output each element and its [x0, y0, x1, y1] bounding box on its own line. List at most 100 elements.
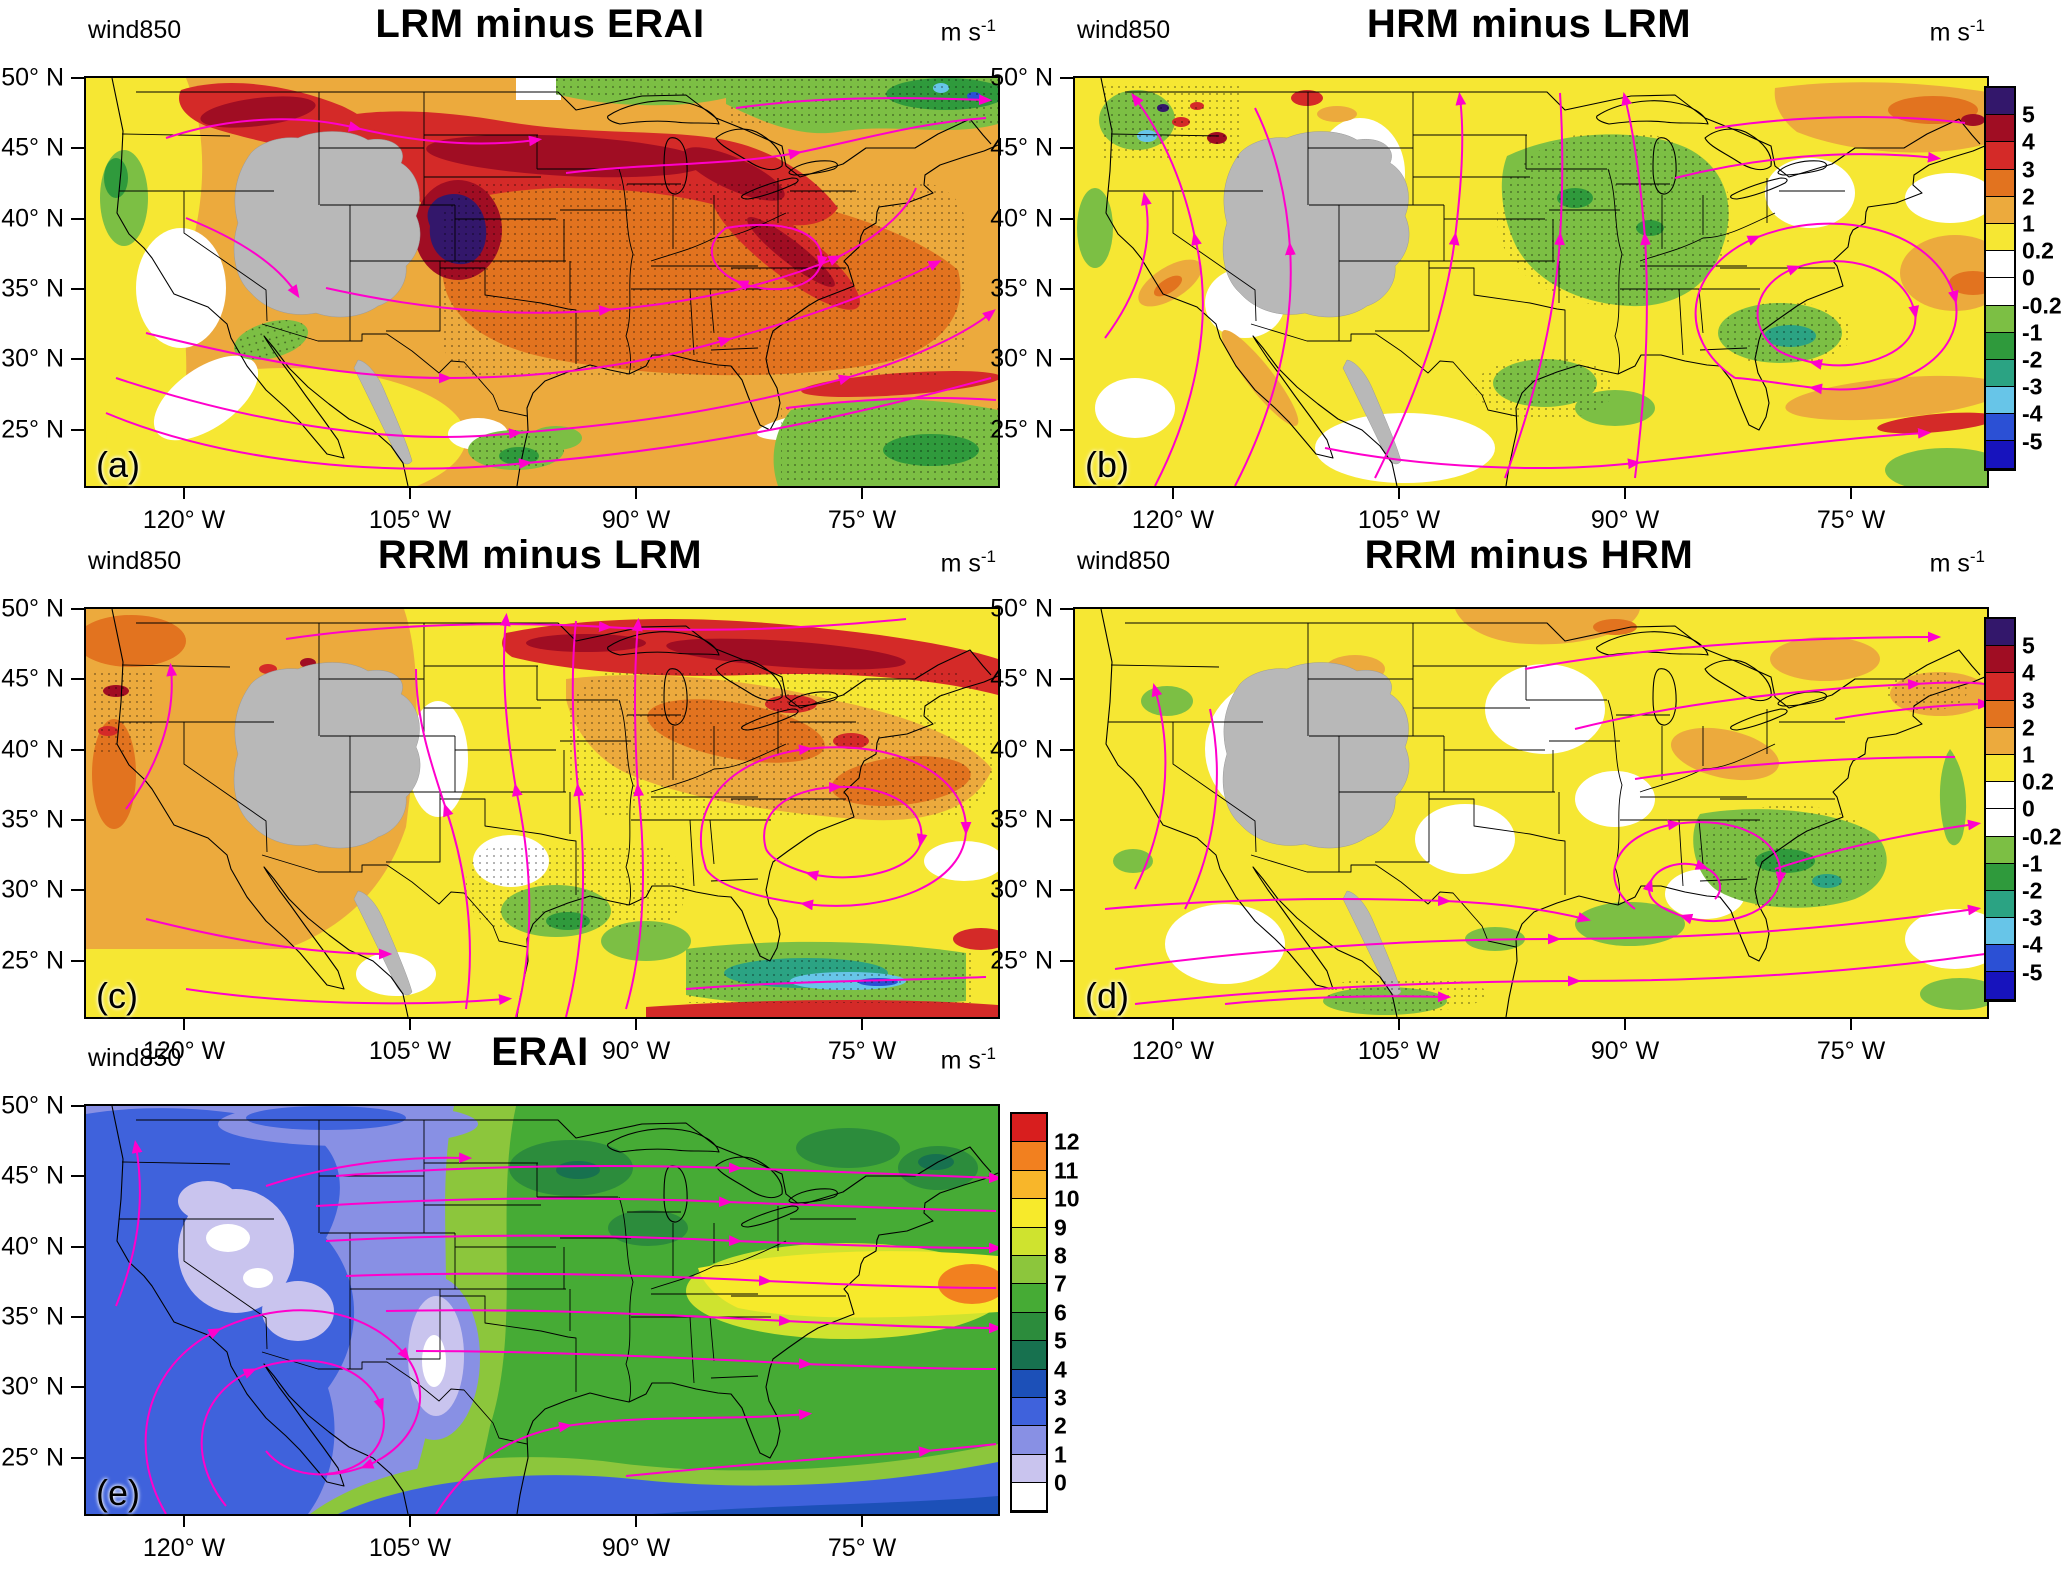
lon-tick: [1624, 1017, 1627, 1030]
panel-c-plot: (c) 50° N 45° N 40° N 35° N 30° N 25° N 120° W…: [1, 595, 1000, 1065]
panel-a-letter: (a): [96, 444, 140, 485]
colorbar-box: [1986, 115, 2014, 143]
lon-tick: [635, 1514, 638, 1527]
lon-tick: [1172, 1017, 1175, 1030]
lat-tick-label: 50° N: [1, 594, 64, 623]
colorbar-box: [1986, 673, 2014, 701]
colorbar-tick-label: -4: [2022, 400, 2043, 427]
colorbar-box: [1012, 1312, 1046, 1342]
panel-b-title: HRM minus LRM: [1366, 2, 1692, 46]
colorbar-box: [1986, 305, 2014, 333]
lon-tick: [635, 1017, 638, 1030]
panel-c: RRM minus LRM wind850 m s-1: [1, 531, 1004, 1075]
colorbar-tick-label: 0: [2022, 795, 2035, 822]
panel-a-units: m s-1: [940, 16, 996, 47]
lon-tick-label: 75° W: [1816, 1037, 1886, 1065]
colorbar-box: [1986, 142, 2014, 170]
colorbar-box: [1986, 782, 2014, 810]
lat-tick: [1060, 819, 1073, 822]
lon-tick-label: 75° W: [1816, 506, 1886, 534]
lat-tick: [71, 1245, 84, 1248]
colorbar-tick-label: 6: [1054, 1299, 1067, 1326]
lat-tick: [71, 1316, 84, 1319]
panel-e-plot: (e) 50° N 45° N 40° N 35° N 30° N 25° N 120° W…: [1, 1092, 1000, 1562]
colorbar-box: [1012, 1284, 1046, 1313]
lat-tick-label: 50° N: [1, 63, 64, 92]
lon-tick: [1850, 486, 1853, 499]
lon-tick: [183, 1017, 186, 1030]
lat-tick: [1060, 77, 1073, 79]
colorbar-tick-label: 9: [1054, 1214, 1067, 1241]
colorbar-tick-label: -1: [2022, 319, 2043, 346]
panel-d-units: m s-1: [1929, 547, 1985, 578]
panel-d-var-label: wind850: [1077, 547, 1171, 575]
colorbar-box: [1012, 1426, 1046, 1455]
lat-tick-label: 40° N: [1, 204, 64, 233]
colorbar-tick-label: 3: [1054, 1384, 1067, 1411]
lat-tick: [71, 77, 84, 79]
lon-tick: [409, 1514, 412, 1527]
lat-tick: [71, 608, 84, 610]
lat-tick-label: 45° N: [1, 1161, 64, 1190]
colorbar-tick-label: 5: [2022, 632, 2035, 659]
lon-tick-label: 105° W: [1357, 1037, 1441, 1065]
panel-e-letter: (e): [96, 1472, 140, 1513]
lat-tick-label: 45° N: [1, 133, 64, 162]
panel-d-letter: (d): [1085, 975, 1129, 1016]
lat-tick: [71, 217, 84, 220]
lat-tick-label: 35° N: [1, 805, 64, 834]
panel-a: LRM minus ERAI wind850 m s-1: [1, 0, 1004, 544]
lat-tick-label: 25° N: [1, 1443, 64, 1472]
panel-d: RRM minus HRM wind850 m s-1: [990, 531, 1993, 1075]
map-b: [1075, 78, 1987, 486]
colorbar-box: [1986, 836, 2014, 864]
colorbar-tick-label: 12: [1054, 1128, 1080, 1155]
lon-tick: [409, 486, 412, 499]
lon-tick: [1850, 1017, 1853, 1030]
lon-tick-label: 105° W: [368, 1534, 452, 1562]
panel-c-letter: (c): [96, 975, 138, 1016]
panel-e: ERAI wind850 m s-1: [1, 1028, 1004, 1572]
colorbar-tick-label: 0: [2022, 264, 2035, 291]
colorbar-tick-label: 5: [1054, 1327, 1067, 1354]
lat-tick-label: 35° N: [1, 274, 64, 303]
map-d: [1075, 609, 1987, 1017]
lat-tick: [71, 1456, 84, 1459]
colorbar-tick-label: -0.2: [2022, 292, 2062, 319]
lat-tick-label: 50° N: [1, 1091, 64, 1120]
panel-d-plot: (d) 50° N 45° N 40° N 35° N 30° N 25° N 120° W…: [990, 595, 1989, 1065]
colorbar-tick-label: -2: [2022, 346, 2043, 373]
panel-a-var-label: wind850: [88, 16, 182, 44]
colorbar-box: [1986, 945, 2014, 973]
lon-tick-label: 90° W: [601, 1534, 671, 1562]
lat-tick: [71, 748, 84, 751]
colorbar-tick-label: -0.2: [2022, 823, 2062, 850]
lat-tick: [71, 358, 84, 361]
colorbar-box: [1012, 1369, 1046, 1398]
lat-tick: [1060, 428, 1073, 431]
colorbar-tick-label: 4: [2022, 659, 2035, 686]
lat-tick: [1060, 147, 1073, 150]
lat-tick-label: 30° N: [990, 344, 1053, 373]
colorbar-box: [1986, 414, 2014, 442]
colorbar-box: [1012, 1199, 1046, 1228]
colorbar-tick-label: 2: [2022, 183, 2035, 210]
colorbar-tick-label: 4: [2022, 128, 2035, 155]
lon-tick: [1172, 486, 1175, 499]
colorbar-box: [1012, 1227, 1046, 1256]
lon-tick-label: 75° W: [827, 1037, 897, 1065]
colorbar-tick-label: -3: [2022, 373, 2043, 400]
lon-tick-label: 105° W: [1357, 506, 1441, 534]
lat-tick: [71, 819, 84, 822]
lat-tick-label: 30° N: [1, 344, 64, 373]
lon-tick-label: 120° W: [1131, 506, 1215, 534]
panel-b-var-label: wind850: [1077, 16, 1171, 44]
colorbar-box: [1986, 619, 2014, 647]
lat-tick: [1060, 217, 1073, 220]
lat-tick: [71, 889, 84, 892]
lon-tick: [1398, 1017, 1401, 1030]
colorbar-tick-label: -3: [2022, 904, 2043, 931]
lat-tick-label: 50° N: [990, 594, 1053, 623]
lon-tick-label: 120° W: [142, 506, 226, 534]
